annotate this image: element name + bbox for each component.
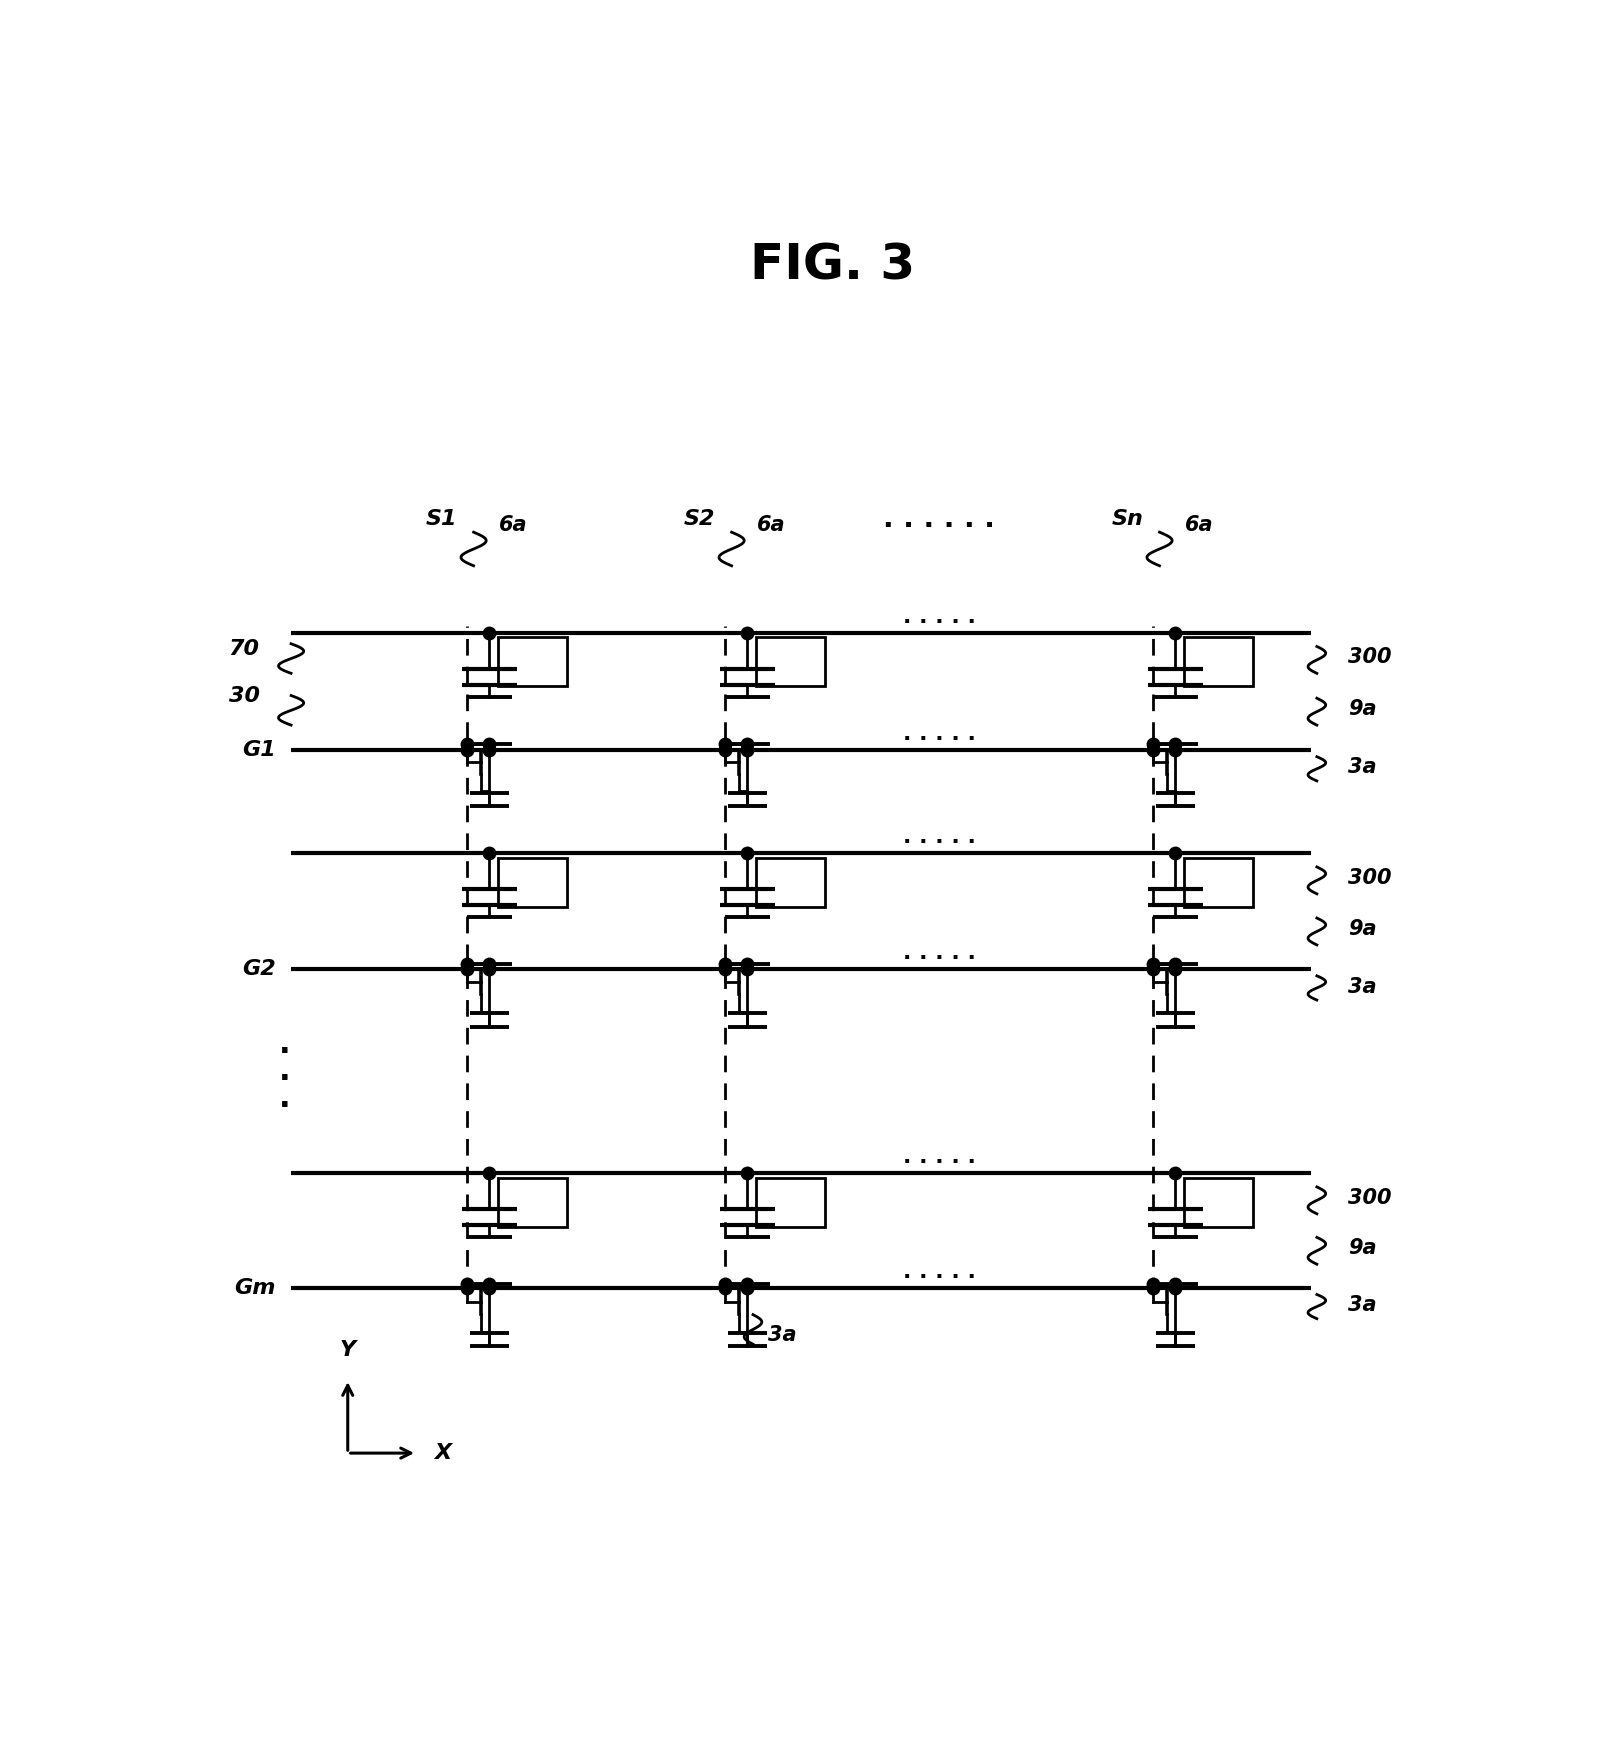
Text: G2: G2 — [242, 959, 276, 980]
Text: Y: Y — [339, 1341, 355, 1360]
Text: . . . . .: . . . . . — [902, 828, 975, 847]
Text: . . . . .: . . . . . — [902, 608, 975, 627]
Bar — [498, 1179, 566, 1227]
Text: . . . . .: . . . . . — [902, 1147, 975, 1168]
Text: FIG. 3: FIG. 3 — [750, 243, 914, 290]
Bar — [498, 857, 566, 906]
Text: 9a: 9a — [1347, 1238, 1376, 1259]
Text: 3a: 3a — [1347, 758, 1376, 777]
Text: 3a: 3a — [1347, 1296, 1376, 1315]
Text: 3a: 3a — [1347, 976, 1376, 997]
Bar — [498, 637, 566, 686]
Text: 300: 300 — [1347, 648, 1391, 667]
Text: Gm: Gm — [234, 1278, 276, 1297]
Text: . . . . .: . . . . . — [902, 725, 975, 744]
Text: 300: 300 — [1347, 868, 1391, 887]
Text: . . . . . .: . . . . . . — [883, 505, 995, 533]
Text: 6a: 6a — [1185, 515, 1212, 536]
Text: 30: 30 — [229, 686, 260, 705]
Text: 9a: 9a — [1347, 698, 1376, 719]
Bar — [1183, 857, 1253, 906]
Text: 70: 70 — [229, 639, 260, 660]
Text: G1: G1 — [242, 740, 276, 760]
Text: 6a: 6a — [498, 515, 527, 536]
Text: .: . — [279, 1030, 291, 1058]
Text: .: . — [279, 1056, 291, 1086]
Text: 300: 300 — [1347, 1187, 1391, 1208]
Text: 6a: 6a — [756, 515, 786, 536]
Bar — [755, 857, 824, 906]
Text: 3a: 3a — [768, 1325, 797, 1344]
Bar — [755, 1179, 824, 1227]
Bar — [1183, 1179, 1253, 1227]
Text: 9a: 9a — [1347, 918, 1376, 939]
Bar — [755, 637, 824, 686]
Text: S2: S2 — [683, 508, 714, 529]
Bar — [1183, 637, 1253, 686]
Text: Sn: Sn — [1110, 508, 1143, 529]
Text: . . . . .: . . . . . — [902, 1262, 975, 1282]
Text: S1: S1 — [425, 508, 458, 529]
Text: X: X — [435, 1444, 451, 1463]
Text: .: . — [279, 1084, 291, 1112]
Text: . . . . .: . . . . . — [902, 943, 975, 964]
